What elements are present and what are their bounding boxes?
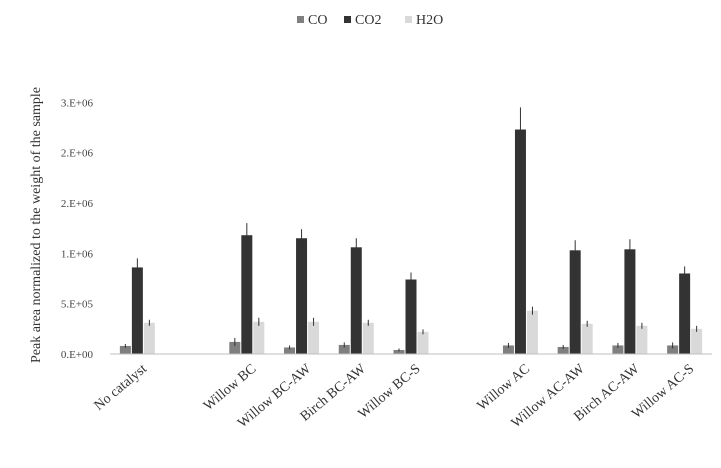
legend-label-h2o: H2O [416, 13, 443, 28]
bar-co2 [514, 129, 526, 354]
bar-h2o [581, 323, 593, 354]
bar-co2 [241, 235, 253, 354]
x-tick-label: No catalyst [92, 362, 150, 414]
bar-co [119, 345, 131, 354]
bar-co [667, 345, 679, 354]
bar-co [338, 344, 350, 354]
bar-co [557, 346, 569, 354]
legend-label-co: CO [308, 13, 327, 28]
legend-label-co2: CO2 [355, 13, 381, 28]
legend: CO CO2 H2O [297, 13, 443, 28]
y-tick-label: 0.E+00 [61, 349, 94, 361]
bar-co [612, 345, 624, 354]
y-axis-label: Peak area normalized to the weight of th… [29, 87, 44, 363]
bar-h2o [362, 322, 374, 354]
bar-co2 [350, 247, 362, 354]
bar-h2o [253, 321, 265, 354]
bar-co2 [624, 249, 636, 354]
legend-swatch-co [297, 16, 304, 23]
bar-h2o [636, 325, 648, 354]
bar-co2 [131, 267, 143, 354]
bar-h2o [526, 310, 538, 354]
bar-h2o [143, 322, 155, 354]
y-axis: 0.E+00 5.E+05 1.E+06 2.E+06 2.E+06 3.E+06 [61, 97, 94, 361]
bar-co [229, 341, 241, 354]
y-tick-label: 3.E+06 [61, 97, 94, 109]
bar-h2o [417, 331, 429, 354]
bar-co [284, 347, 296, 354]
y-tick-label: 2.E+06 [61, 148, 94, 160]
bar-co2 [679, 273, 691, 354]
y-tick-label: 2.E+06 [61, 198, 94, 210]
bar-h2o [691, 328, 703, 354]
bar-co2 [296, 238, 308, 354]
bar-co2 [405, 279, 417, 354]
y-tick-label: 1.E+06 [61, 248, 94, 260]
bars [119, 107, 703, 354]
legend-swatch-h2o [405, 16, 412, 23]
y-tick-label: 5.E+05 [61, 299, 94, 311]
bar-co2 [569, 250, 581, 354]
bar-h2o [308, 321, 320, 354]
legend-swatch-co2 [344, 16, 351, 23]
bar-co [393, 349, 405, 354]
bar-co [502, 345, 514, 354]
